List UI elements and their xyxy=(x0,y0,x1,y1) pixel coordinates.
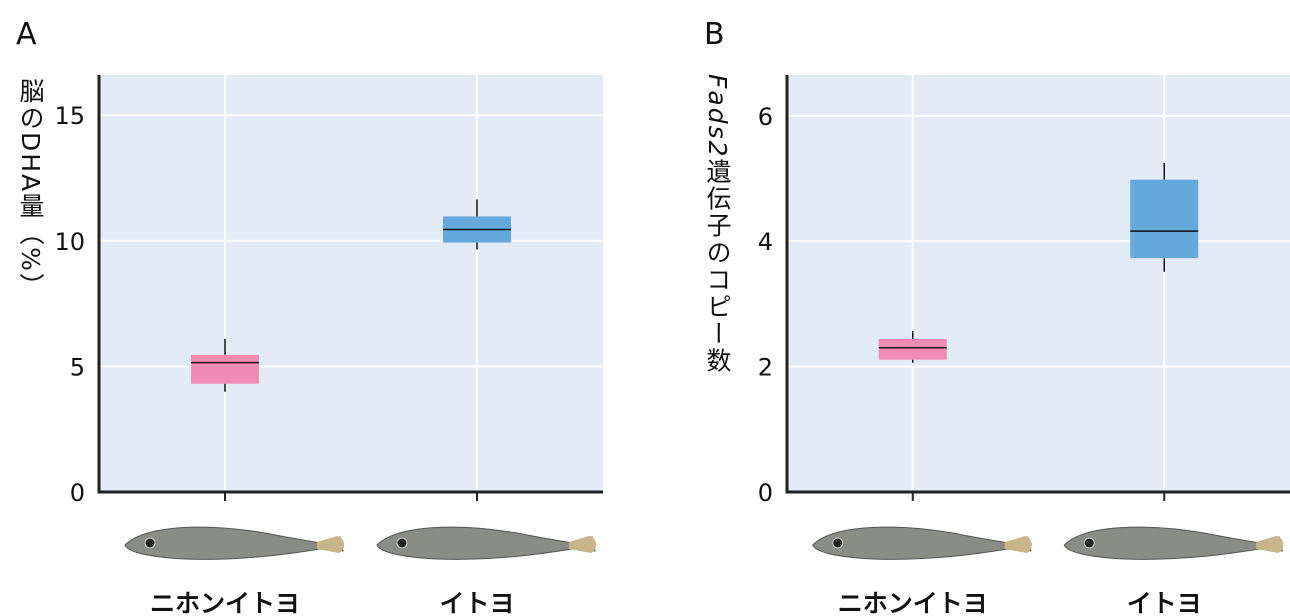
x-tick-label: ニホンイトヨ xyxy=(838,589,988,616)
fish-eye xyxy=(1083,537,1095,549)
fish-tail xyxy=(1004,536,1032,553)
panel-label: B xyxy=(704,17,725,52)
fish-tail xyxy=(569,536,597,553)
y-tick-label: 2 xyxy=(758,354,773,382)
y-tick-label: 5 xyxy=(70,353,85,381)
y-tick-label: 15 xyxy=(54,102,85,130)
fish-eye xyxy=(396,537,408,549)
y-axis-label: 脳のDHA量（%） xyxy=(16,78,45,300)
y-axis-label: Fads2遺伝子のコピー数 xyxy=(699,74,735,375)
fish-body xyxy=(812,526,1032,560)
fish-body xyxy=(376,526,596,560)
fish-illustration xyxy=(124,526,345,560)
x-tick-label: ニホンイトヨ xyxy=(150,589,300,616)
fish-body xyxy=(1063,526,1283,560)
y-tick-label: 0 xyxy=(70,479,85,507)
box xyxy=(191,354,259,384)
fish-body xyxy=(124,526,344,560)
y-tick-label: 0 xyxy=(758,479,773,507)
fish-illustration xyxy=(812,526,1032,560)
fish-eye xyxy=(832,537,844,549)
box xyxy=(878,338,947,360)
fish-eye xyxy=(144,537,156,549)
y-axis-label-italic: Fads2 xyxy=(703,74,732,159)
y-tick-label: 6 xyxy=(758,103,773,131)
y-tick-label: 4 xyxy=(758,228,773,256)
plot-background xyxy=(787,75,1290,492)
panel-label: A xyxy=(16,17,37,52)
x-tick-label: イトヨ xyxy=(1127,589,1202,616)
plot-background xyxy=(99,75,603,492)
fish-tail xyxy=(317,536,345,553)
fish-tail xyxy=(1256,536,1284,553)
y-axis-label-text: 遺伝子のコピー数 xyxy=(703,158,732,375)
box xyxy=(1130,179,1199,259)
x-tick-label: イトヨ xyxy=(439,589,514,616)
fish-illustration xyxy=(1063,526,1284,560)
fish-illustration xyxy=(376,526,597,560)
y-tick-label: 10 xyxy=(54,228,85,256)
